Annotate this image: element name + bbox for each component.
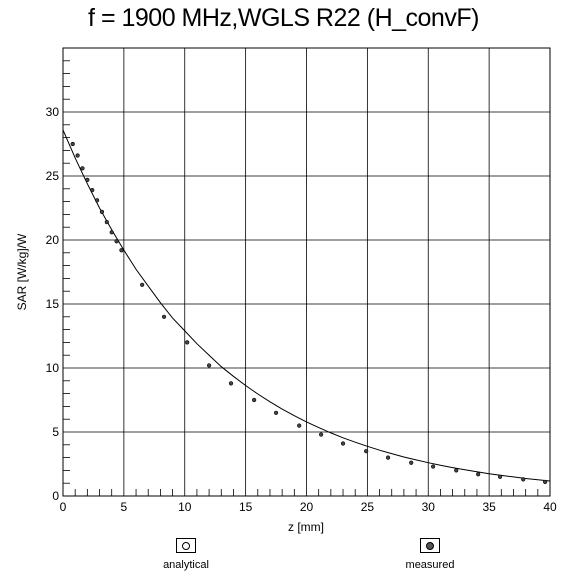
legend-measured[interactable]: measured <box>375 538 485 571</box>
data-point-measured <box>252 397 257 403</box>
series-layer <box>62 129 551 485</box>
grid-lines <box>63 48 550 496</box>
y-tick-label: 25 <box>46 169 60 183</box>
x-tick-label: 10 <box>178 500 192 514</box>
x-tick-label: 40 <box>543 500 557 514</box>
data-point-measured <box>228 381 234 386</box>
data-point-measured <box>454 468 459 473</box>
y-tick-label: 15 <box>46 297 60 311</box>
x-tick-label: 25 <box>361 500 375 514</box>
data-point-measured <box>94 198 100 203</box>
legend-analytical-swatch <box>176 538 196 553</box>
x-tick-label: 30 <box>422 500 436 514</box>
data-point-measured <box>364 449 369 454</box>
chart-title: f = 1900 MHz,WGLS R22 (H_convF) <box>88 4 479 32</box>
x-tick-label: 35 <box>482 500 496 514</box>
data-point-measured <box>75 153 80 158</box>
minor-ticks <box>63 60 539 496</box>
data-point-measured <box>80 166 85 171</box>
data-point-measured <box>114 239 119 244</box>
data-point-measured <box>431 464 436 469</box>
data-point-measured <box>161 314 167 319</box>
data-point-measured <box>409 460 414 465</box>
y-axis-label: SAR [W/kg]/W <box>15 233 29 310</box>
data-point-measured <box>90 187 95 193</box>
legend-measured-swatch <box>420 538 440 553</box>
x-tick-label: 15 <box>239 500 253 514</box>
data-point-measured <box>543 479 548 485</box>
data-point-measured <box>385 455 391 460</box>
data-point-measured <box>476 472 481 477</box>
x-tick-label: 0 <box>60 500 67 514</box>
data-point-measured <box>104 219 109 225</box>
legend-analytical-label: analytical <box>163 559 209 571</box>
x-tick-label: 20 <box>300 500 314 514</box>
data-point-measured <box>119 248 124 253</box>
series-line-analytical <box>62 129 551 482</box>
y-tick-label: 30 <box>46 105 60 119</box>
data-point-measured <box>140 282 145 287</box>
data-point-measured <box>70 141 75 147</box>
data-point-measured <box>340 441 346 446</box>
data-point-measured <box>521 477 526 482</box>
legend-measured-label: measured <box>405 559 455 571</box>
data-point-measured <box>319 432 324 437</box>
data-point-measured <box>185 340 190 345</box>
data-point-measured <box>85 177 90 182</box>
data-point-measured <box>109 230 114 235</box>
data-point-measured <box>207 363 212 368</box>
data-point-measured <box>99 209 105 214</box>
legend-analytical[interactable]: analytical <box>131 538 241 571</box>
x-axis-label: z [mm] <box>288 520 324 534</box>
x-tick-label: 5 <box>121 500 128 514</box>
y-tick-label: 20 <box>46 233 60 247</box>
y-tick-label: 5 <box>52 425 59 439</box>
data-point-measured <box>497 474 503 479</box>
data-point-measured <box>297 423 302 428</box>
data-point-measured <box>273 410 279 415</box>
tick-labels: 0 5 10 15 20 25 30 35 40 0 5 10 15 20 25 30 <box>46 105 557 514</box>
y-tick-label: 10 <box>46 361 60 375</box>
y-tick-label: 0 <box>52 489 59 503</box>
